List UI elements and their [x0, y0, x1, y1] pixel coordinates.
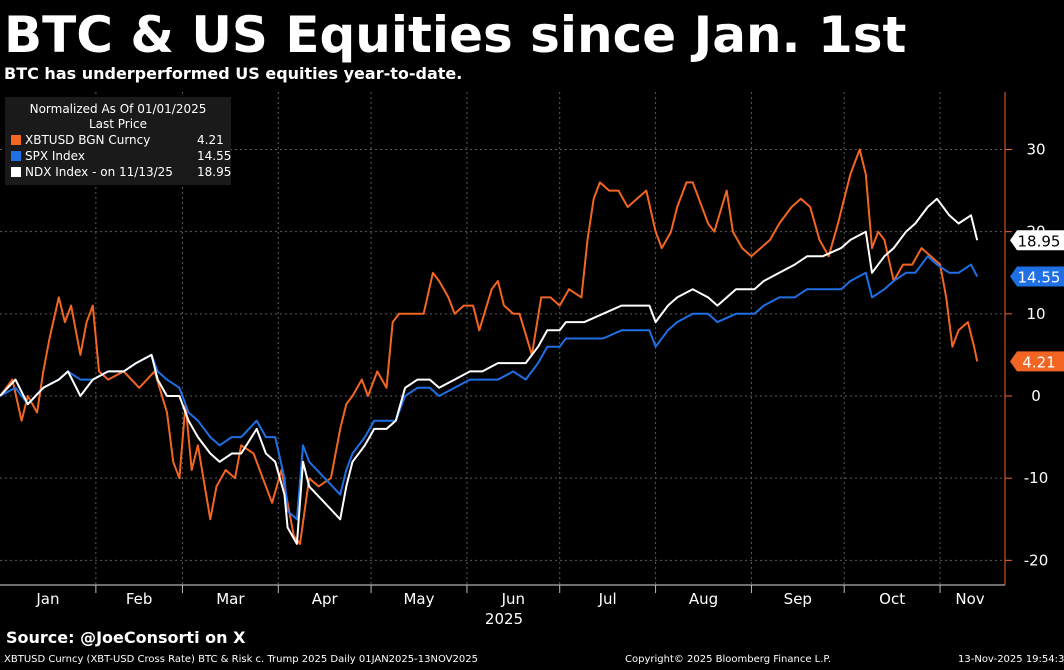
legend-normalized-label: Normalized As Of 01/01/2025	[29, 102, 207, 116]
y-tick-label: 0	[1031, 387, 1041, 405]
x-tick-label: Nov	[955, 590, 984, 608]
source-credit: Source: @JoeConsorti on X	[6, 628, 246, 647]
x-tick-label: Jan	[35, 590, 59, 608]
x-tick-label: Jul	[598, 590, 617, 608]
footer-description: XBTUSD Curncy (XBT-USD Cross Rate) BTC &…	[4, 654, 478, 665]
x-tick-label: Jun	[501, 590, 525, 608]
x-axis-label: 2025	[485, 610, 523, 625]
legend-swatch-ndx	[11, 167, 21, 177]
legend-name-btc: XBTUSD BGN Curncy	[25, 133, 151, 147]
legend-name-ndx: NDX Index - on 11/13/25	[25, 165, 173, 179]
legend-value-ndx: 18.95	[197, 165, 232, 179]
x-tick-label: Mar	[216, 590, 245, 608]
x-tick-label: Sep	[784, 590, 812, 608]
x-tick-label: Feb	[126, 590, 153, 608]
legend-item-ndx: NDX Index - on 11/13/25 18.95	[5, 164, 231, 180]
footer-timestamp: 13-Nov-2025 19:54:38	[958, 654, 1064, 665]
legend-box: Normalized As Of 01/01/2025 Last Price X…	[5, 97, 231, 185]
legend-swatch-spx	[11, 151, 21, 161]
x-tick-label: Aug	[689, 590, 718, 608]
y-tick-label: -20	[1024, 551, 1049, 569]
last-value-tag-ndx	[1010, 230, 1064, 251]
y-tick-label: -10	[1024, 469, 1049, 487]
last-value-label-spx: 14.55	[1018, 268, 1061, 286]
last-value-label-btc: 4.21	[1022, 353, 1055, 371]
legend-last-price-label: Last Price	[88, 117, 148, 131]
legend-swatch-btc	[11, 135, 21, 145]
y-tick-label: 30	[1026, 141, 1045, 159]
x-tick-label: Apr	[312, 590, 339, 608]
last-value-tag-btc	[1010, 351, 1064, 372]
line-chart: JanFebMarAprMayJunJulAugSepOctNov2025302…	[0, 92, 1064, 625]
series-line-spx	[0, 255, 979, 521]
legend-item-btc: XBTUSD BGN Curncy 4.21	[5, 132, 231, 148]
chart-title: BTC & US Equities since Jan. 1st	[4, 6, 907, 64]
footer-copyright: Copyright© 2025 Bloomberg Finance L.P.	[625, 654, 832, 665]
y-tick-label: 10	[1026, 305, 1045, 323]
legend-value-spx: 14.55	[197, 149, 232, 163]
last-value-label-ndx: 18.95	[1018, 232, 1061, 250]
legend-name-spx: SPX Index	[25, 149, 85, 163]
series-line-btc	[0, 148, 979, 545]
legend-value-btc: 4.21	[197, 133, 224, 147]
x-tick-label: Oct	[879, 590, 905, 608]
x-tick-label: May	[403, 590, 434, 608]
last-value-tag-spx	[1010, 266, 1064, 287]
legend-item-spx: SPX Index 14.55	[5, 148, 231, 164]
chart-subtitle: BTC has underperformed US equities year-…	[4, 64, 463, 83]
series-line-ndx	[0, 197, 979, 545]
